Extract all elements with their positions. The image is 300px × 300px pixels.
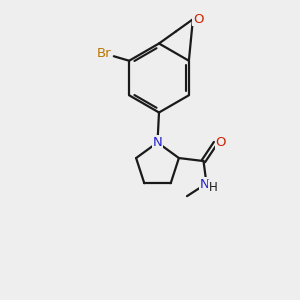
Text: H: H [209,181,218,194]
Text: Br: Br [96,47,111,60]
Text: N: N [153,136,162,149]
Text: O: O [193,13,204,26]
Text: N: N [200,178,210,190]
Text: O: O [215,136,226,149]
